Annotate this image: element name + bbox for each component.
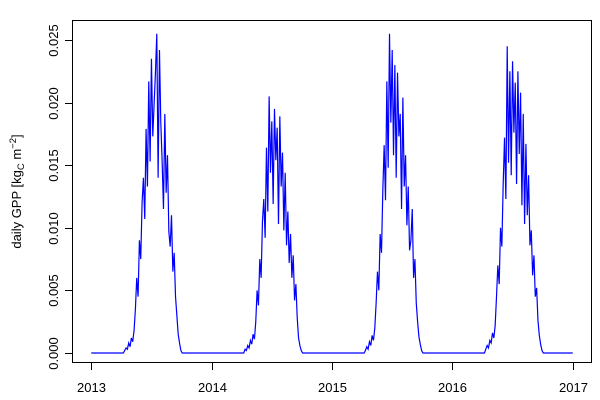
y-axis-tick-label: 0.005 [46, 274, 61, 307]
y-axis-title-part: −2 [8, 138, 19, 149]
y-axis-tick-label: 0.010 [46, 212, 61, 245]
y-axis-title-part: m [9, 149, 24, 163]
y-axis-title: daily GPP [kgC m−2] [8, 134, 27, 248]
x-axis-tick-label: 2015 [318, 380, 347, 395]
y-axis-tick-label: 0.000 [46, 337, 61, 370]
y-axis-title-part: C [16, 163, 27, 170]
plot-box [72, 20, 592, 363]
x-axis-tick-label: 2016 [438, 380, 467, 395]
x-axis-tick-label: 2017 [559, 380, 588, 395]
gpp-data-line [91, 33, 573, 354]
x-axis-tick-label: 2014 [198, 380, 227, 395]
y-axis-tick-label: 0.020 [46, 87, 61, 120]
y-axis-title-part: ] [9, 134, 24, 138]
y-axis-tick-label: 0.025 [46, 24, 61, 57]
y-axis-tick-label: 0.015 [46, 149, 61, 182]
y-axis-title-part: daily GPP [kg [9, 170, 24, 249]
x-axis-tick-label: 2013 [77, 380, 106, 395]
